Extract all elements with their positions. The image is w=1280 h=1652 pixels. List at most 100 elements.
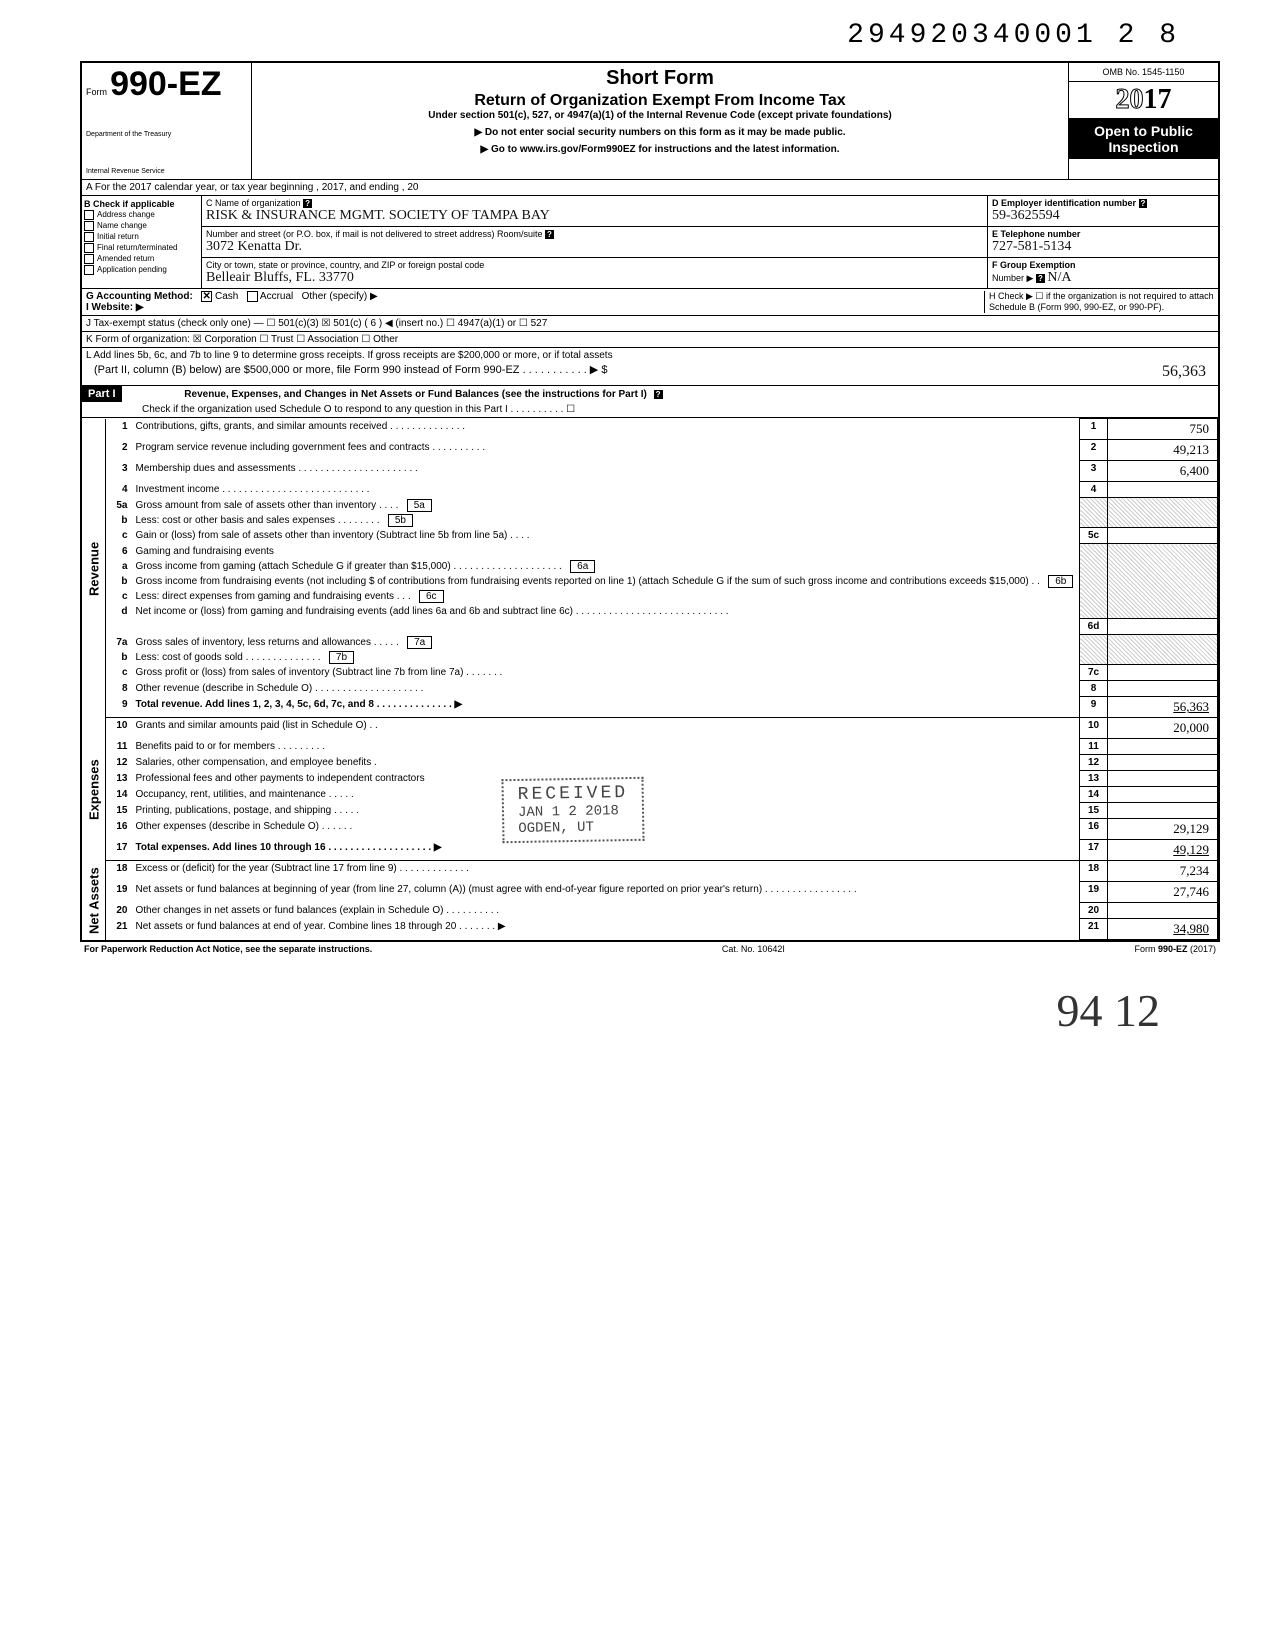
arrow-line1: ▶ Do not enter social security numbers o… [258,127,1062,138]
ln: 11 [106,739,132,755]
sub: 5b [388,514,413,527]
amt: 6,400 [1108,461,1218,482]
amt [1108,755,1218,771]
rn: 10 [1080,718,1108,739]
handwritten-bottom: 94 12 [80,984,1220,1037]
ln: 2 [106,440,132,461]
box-h: H Check ▶ ☐ if the organization is not r… [984,291,1214,313]
line-desc: Net assets or fund balances at beginning… [132,882,1080,903]
ln: 6 [106,544,132,559]
part1-label: Part I [82,386,122,402]
rn: 19 [1080,882,1108,903]
block-b-through-f: B Check if applicable Address change Nam… [82,196,1218,289]
box-b-item[interactable]: Amended return [84,254,199,264]
header-left: Form 990-EZ Department of the Treasury I… [82,63,252,179]
sub: 6c [419,590,444,603]
line-desc: Less: direct expenses from gaming and fu… [132,589,1080,604]
rn: 18 [1080,861,1108,882]
f-label: F Group Exemption [992,260,1076,270]
box-b-item[interactable]: Name change [84,221,199,231]
line-desc: Less: cost of goods sold . . . . . . . .… [132,650,1080,665]
t: Total revenue. Add lines 1, 2, 3, 4, 5c,… [136,699,463,710]
rn: 1 [1080,419,1108,440]
ln: 15 [106,803,132,819]
help-icon: ? [1139,199,1148,208]
line-desc: Total revenue. Add lines 1, 2, 3, 4, 5c,… [132,697,1080,718]
box-b: B Check if applicable Address change Nam… [82,196,202,288]
part1-check: Check if the organization used Schedule … [82,402,1218,417]
cash-checkbox[interactable]: ✕ [201,291,212,302]
amt: 7,234 [1108,861,1218,882]
line-desc: Membership dues and assessments . . . . … [132,461,1080,482]
line-desc: Gross profit or (loss) from sales of inv… [132,665,1080,681]
header-right: OMB No. 1545-1150 2017 Open to Public In… [1068,63,1218,179]
box-b-item[interactable]: Initial return [84,232,199,242]
open-line2: Inspection [1071,139,1216,155]
box-b-item[interactable]: Address change [84,210,199,220]
ln: 7a [106,635,132,650]
c-name-label: C Name of organization [206,198,301,208]
org-city: Belleair Bluffs, FL. 33770 [206,270,354,285]
rn: 6d [1080,619,1108,635]
form-header: Form 990-EZ Department of the Treasury I… [82,63,1218,180]
t: Total expenses. Add lines 10 through 16 … [136,842,442,853]
box-b-item[interactable]: Final return/terminated [84,243,199,253]
rn: 15 [1080,803,1108,819]
ln: a [106,559,132,574]
boxes-d-e-f: D Employer identification number ? 59-36… [988,196,1218,288]
ln: 19 [106,882,132,903]
shade [1108,635,1218,665]
footer-right: Form 990-EZ (2017) [1134,944,1216,954]
rn: 9 [1080,697,1108,718]
rn: 8 [1080,681,1108,697]
amt: 49,213 [1108,440,1218,461]
line-desc: Other expenses (describe in Schedule O) … [132,819,1080,840]
rn: 16 [1080,819,1108,840]
group-exemption: N/A [1047,270,1071,285]
amt [1108,528,1218,544]
help-icon: ? [303,199,312,208]
sub: 5a [407,499,432,512]
org-name: RISK & INSURANCE MGMT. SOCIETY OF TAMPA … [206,208,550,223]
line-desc: Occupancy, rent, utilities, and maintena… [132,787,1080,803]
t: Gross income from fundraising events (no… [136,576,1040,587]
help-icon: ? [654,390,663,399]
shade [1080,498,1108,528]
g-other: Other (specify) ▶ [302,291,378,302]
row-a-tax-year: A For the 2017 calendar year, or tax yea… [82,180,1218,196]
t: Gross income from gaming (attach Schedul… [136,561,562,572]
phone: 727-581-5134 [992,239,1071,254]
amt [1108,803,1218,819]
amt [1108,903,1218,919]
amt [1108,739,1218,755]
footer: For Paperwork Reduction Act Notice, see … [80,942,1220,954]
amt: 27,746 [1108,882,1218,903]
fr-a: Form [1134,944,1158,954]
amt: 34,980 [1108,919,1218,940]
gross-receipts: 56,363 [1162,363,1206,380]
arrow-line2: ▶ Go to www.irs.gov/Form990EZ for instru… [258,144,1062,155]
c-addr-label: Number and street (or P.O. box, if mail … [206,229,542,239]
fr-b: 990-EZ [1158,944,1188,954]
rn: 2 [1080,440,1108,461]
line-desc: Other changes in net assets or fund bala… [132,903,1080,919]
shade [1080,635,1108,665]
shade [1108,544,1218,619]
c-city-label: City or town, state or province, country… [206,260,484,270]
rn: 20 [1080,903,1108,919]
ln: 13 [106,771,132,787]
line-desc: Net assets or fund balances at end of ye… [132,919,1080,940]
box-c: C Name of organization ? RISK & INSURANC… [202,196,988,288]
line-desc: Other revenue (describe in Schedule O) .… [132,681,1080,697]
accrual-checkbox[interactable] [247,291,258,302]
sub: 6b [1048,575,1073,588]
l-line2: (Part II, column (B) below) are $500,000… [94,363,607,376]
box-b-item[interactable]: Application pending [84,265,199,275]
ln: 4 [106,482,132,498]
ln: 20 [106,903,132,919]
amt: 750 [1108,419,1218,440]
line-desc: Salaries, other compensation, and employ… [132,755,1080,771]
ln: b [106,513,132,528]
form-number-text: 990-EZ [110,65,222,103]
subtitle: Under section 501(c), 527, or 4947(a)(1)… [258,110,1062,121]
